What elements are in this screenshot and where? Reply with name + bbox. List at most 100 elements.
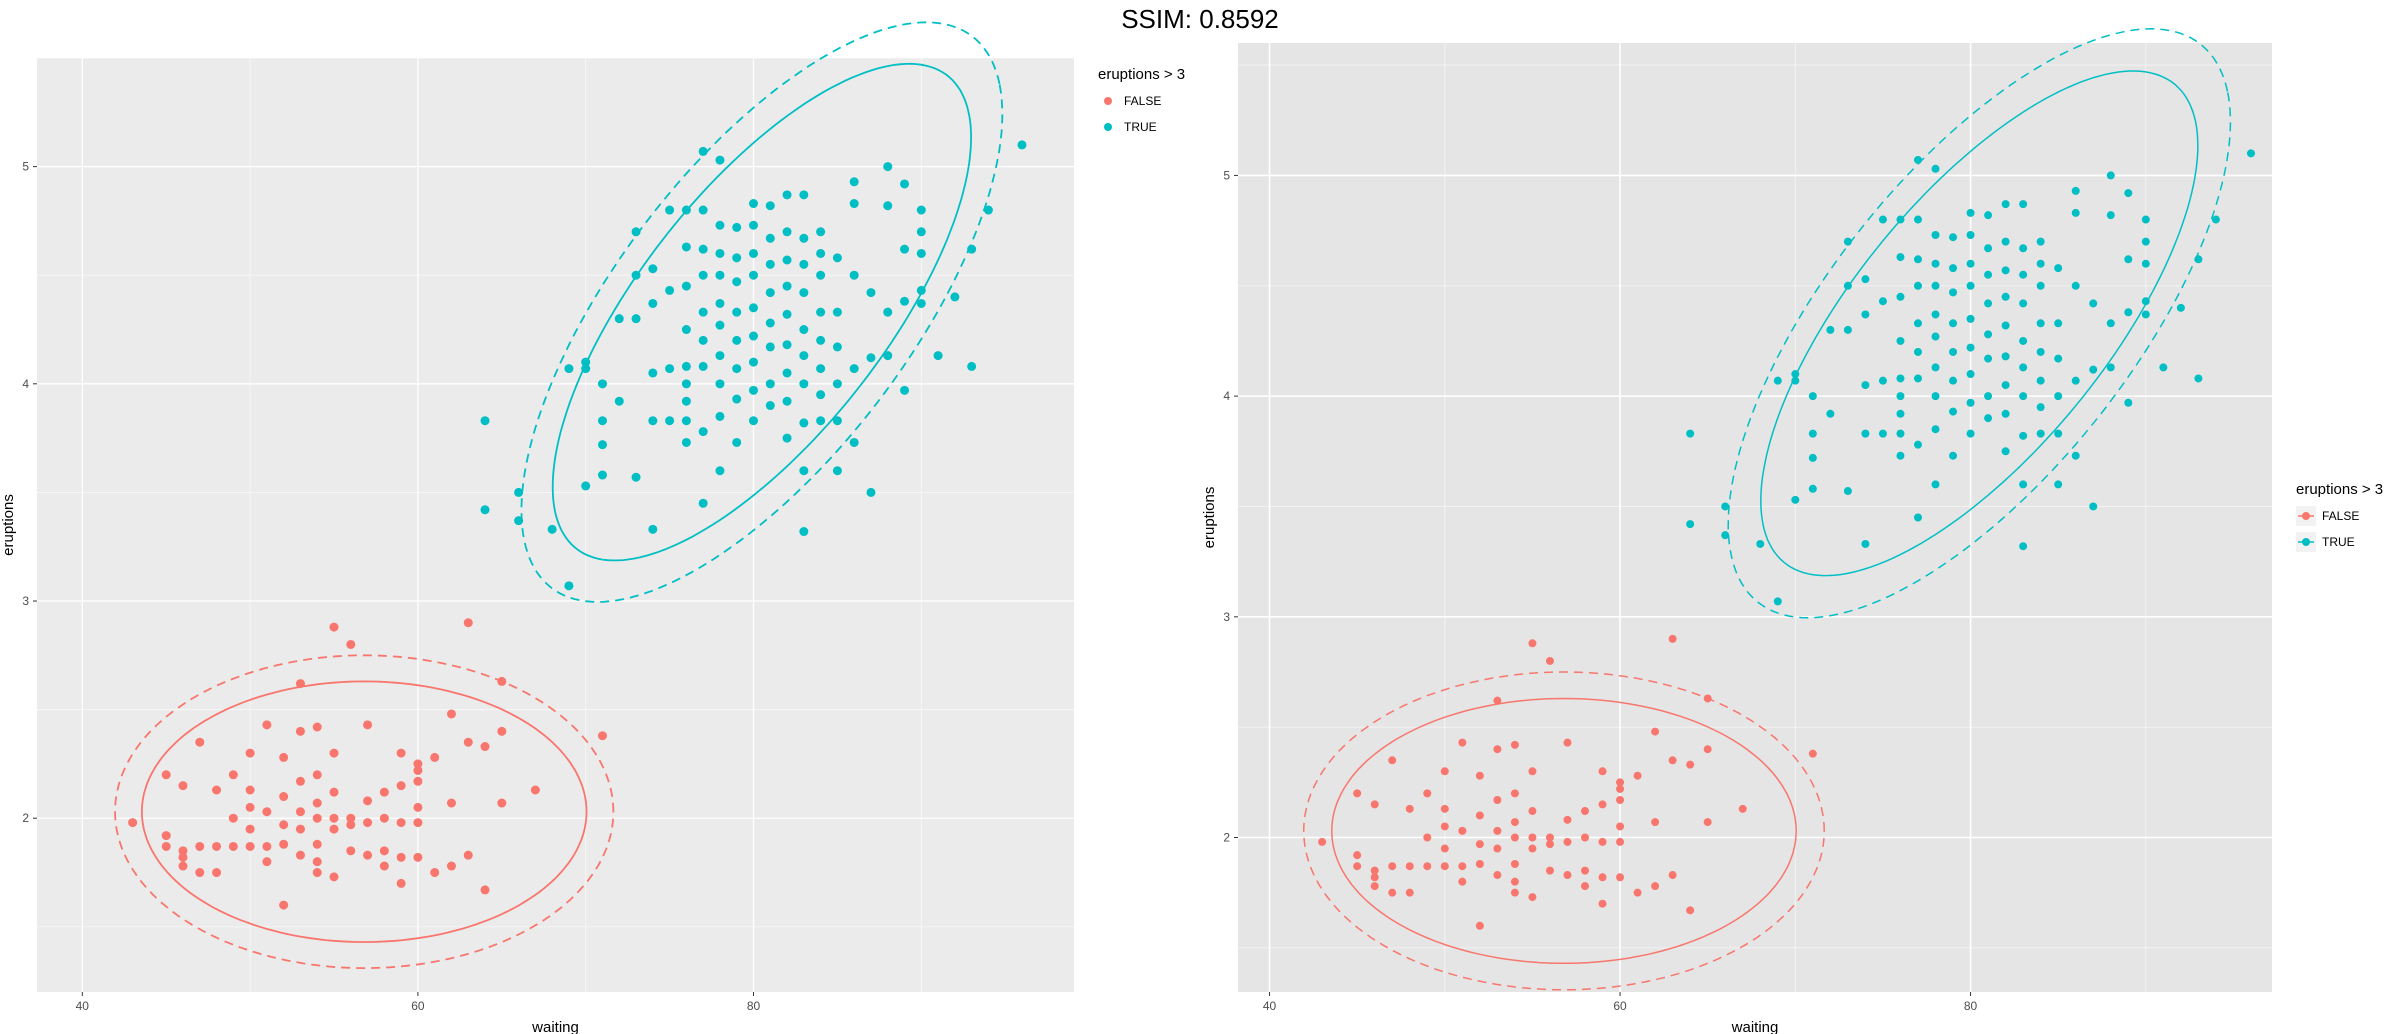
data-point-true	[832, 307, 842, 317]
data-point-false	[480, 742, 490, 752]
plot-panel	[37, 58, 1074, 992]
data-point-true	[514, 487, 524, 497]
data-point-true	[1984, 299, 1993, 308]
data-point-true	[1791, 376, 1800, 385]
data-point-true	[614, 396, 624, 406]
data-point-false	[1405, 862, 1414, 871]
ellipse-false-dashed	[114, 654, 615, 970]
data-point-false	[295, 679, 305, 689]
data-point-false	[1493, 826, 1502, 835]
data-point-true	[900, 179, 910, 189]
data-point-true	[2001, 447, 2010, 456]
legend-label-true: TRUE	[2322, 535, 2355, 549]
data-point-true	[765, 233, 775, 243]
data-point-true	[2019, 336, 2028, 345]
data-point-true	[581, 364, 591, 374]
data-point-false	[1510, 877, 1519, 886]
data-point-true	[1931, 259, 1940, 268]
data-point-true	[2019, 392, 2028, 401]
data-point-true	[1686, 429, 1695, 438]
data-point-false	[245, 748, 255, 758]
data-point-true	[547, 524, 557, 534]
data-point-true	[1949, 233, 1958, 242]
data-point-false	[279, 839, 289, 849]
data-point-true	[681, 205, 691, 215]
data-point-true	[2054, 354, 2063, 363]
data-point-true	[1861, 275, 1870, 284]
data-point-true	[2019, 270, 2028, 279]
data-point-false	[1405, 804, 1414, 813]
data-point-true	[1966, 314, 1975, 323]
y-tick-label: 2	[1223, 831, 1230, 845]
data-point-false	[1353, 851, 1362, 860]
data-point-false	[1528, 833, 1537, 842]
data-point-true	[1721, 502, 1730, 511]
data-point-true	[1913, 440, 1922, 449]
data-point-false	[497, 726, 507, 736]
data-point-true	[1949, 451, 1958, 460]
data-point-true	[916, 205, 926, 215]
data-point-true	[2089, 299, 2098, 308]
data-point-false	[1475, 811, 1484, 820]
data-point-false	[312, 813, 322, 823]
data-point-true	[2001, 409, 2010, 418]
data-point-true	[2054, 264, 2063, 273]
data-point-true	[1861, 429, 1870, 438]
x-axis-title: waiting	[531, 1019, 579, 1034]
data-point-false	[1475, 840, 1484, 849]
data-point-true	[2019, 431, 2028, 440]
data-point-true	[2211, 215, 2220, 224]
data-point-true	[967, 361, 977, 371]
data-point-true	[2019, 363, 2028, 372]
data-point-false	[1510, 789, 1519, 798]
data-point-false	[1388, 756, 1397, 765]
data-point-true	[631, 472, 641, 482]
data-point-true	[1861, 381, 1870, 390]
data-point-true	[816, 390, 826, 400]
data-point-false	[530, 785, 540, 795]
data-point-false	[1440, 804, 1449, 813]
data-point-true	[732, 364, 742, 374]
data-point-true	[1931, 231, 1940, 240]
y-tick-label: 4	[22, 377, 29, 391]
data-point-true	[782, 227, 792, 237]
data-point-false	[312, 770, 322, 780]
data-point-true	[749, 357, 759, 367]
data-point-true	[2176, 303, 2185, 312]
data-point-false	[1370, 882, 1379, 891]
legend-dot-false	[2302, 512, 2310, 520]
data-point-false	[161, 770, 171, 780]
data-point-true	[665, 364, 675, 374]
data-point-true	[866, 353, 876, 363]
x-tick-label: 80	[1964, 999, 1978, 1013]
data-point-true	[1808, 484, 1817, 493]
data-point-true	[816, 416, 826, 426]
data-point-true	[715, 270, 725, 280]
data-point-false	[329, 622, 339, 632]
data-point-false	[295, 850, 305, 860]
data-point-true	[866, 288, 876, 298]
data-point-true	[1896, 292, 1905, 301]
data-point-true	[564, 581, 574, 591]
data-point-false	[1581, 866, 1590, 875]
data-point-true	[849, 437, 859, 447]
data-point-true	[765, 342, 775, 352]
data-point-true	[2089, 365, 2098, 374]
data-point-false	[262, 720, 272, 730]
data-point-true	[2141, 297, 2150, 306]
data-point-false	[1440, 844, 1449, 853]
data-point-false	[1545, 866, 1554, 875]
data-point-true	[1984, 211, 1993, 220]
data-point-false	[1616, 778, 1625, 787]
data-point-false	[1475, 921, 1484, 930]
ellipse-false-solid	[140, 680, 588, 943]
data-point-false	[1475, 859, 1484, 868]
data-point-true	[681, 379, 691, 389]
data-point-true	[1931, 281, 1940, 290]
data-point-true	[648, 368, 658, 378]
data-point-true	[1843, 487, 1852, 496]
data-point-false	[1493, 745, 1502, 754]
data-point-false	[279, 752, 289, 762]
data-point-true	[816, 248, 826, 258]
